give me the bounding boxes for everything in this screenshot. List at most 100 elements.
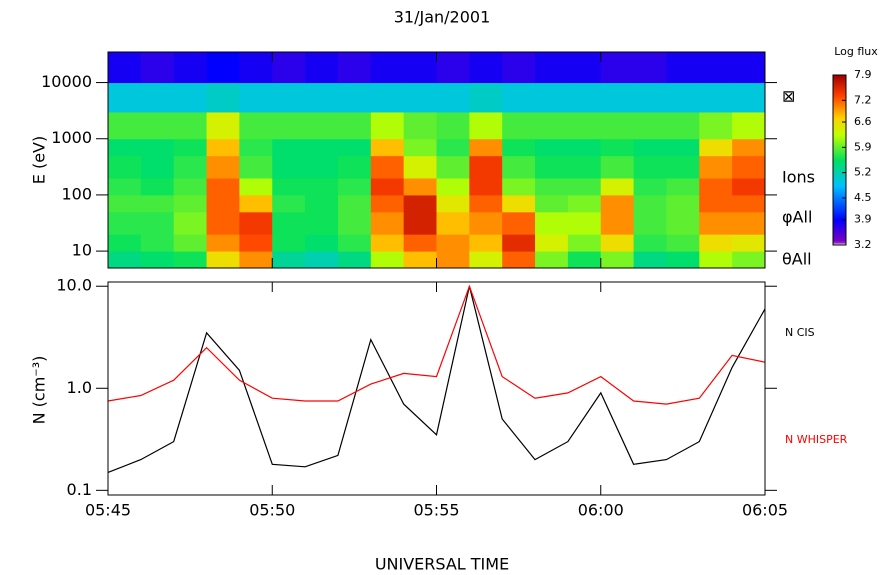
heat-cell [206, 251, 240, 269]
heat-cell [600, 211, 635, 235]
heat-cell [403, 138, 437, 157]
colorbar-swatch [833, 95, 846, 98]
colorbar-swatch [833, 219, 846, 222]
heat-cell [436, 211, 470, 235]
y-tick-label: 0.1 [67, 480, 92, 499]
heat-cell [666, 211, 700, 235]
heat-cell [140, 82, 175, 113]
heat-cell [173, 234, 208, 252]
colorbar-swatch [833, 201, 846, 204]
heat-cell [469, 178, 503, 196]
heat-cell [305, 52, 339, 84]
heat-cell [370, 155, 405, 179]
heat-cell [469, 234, 503, 252]
heat-cell [732, 82, 766, 113]
heat-cell [108, 155, 142, 179]
legend-entry: N WHISPER [785, 433, 848, 446]
heat-cell [567, 52, 602, 84]
heat-cell [535, 155, 569, 179]
heat-cell [403, 194, 437, 213]
colorbar-swatch [833, 145, 846, 148]
colorbar-swatch [833, 79, 846, 82]
colorbar-swatch [833, 243, 846, 246]
heat-cell [403, 52, 437, 84]
heat-cell [535, 251, 569, 269]
y-tick-label: 1000 [51, 128, 92, 147]
heat-cell [272, 52, 306, 84]
heat-cell [403, 251, 437, 269]
colorbar-swatch [833, 101, 846, 104]
heat-cell [666, 138, 700, 157]
heat-cell [140, 211, 175, 235]
heat-cell [633, 155, 667, 179]
colorbar-swatch [833, 97, 846, 100]
heat-cell [567, 178, 602, 196]
colorbar-label: Log flux [834, 45, 878, 58]
y-tick-label: 10.0 [56, 276, 92, 295]
heat-cell [337, 178, 372, 196]
colorbar-swatch [833, 217, 846, 220]
heat-cell [108, 111, 142, 140]
colorbar-swatch [833, 225, 846, 228]
heat-cell [699, 178, 733, 196]
colorbar-swatch [833, 215, 846, 218]
heat-cell [337, 138, 372, 157]
heat-cell [272, 82, 306, 113]
heat-cell [173, 251, 208, 269]
colorbar-swatch [833, 189, 846, 192]
heat-cell [140, 155, 175, 179]
heat-cell [567, 194, 602, 213]
heat-cell [666, 251, 700, 269]
colorbar-swatch [833, 169, 846, 172]
colorbar-swatch [833, 229, 846, 232]
colorbar-swatch [833, 151, 846, 154]
heat-cell [469, 138, 503, 157]
heat-cell [272, 155, 306, 179]
colorbar-swatch [833, 175, 846, 178]
heat-cell [206, 52, 240, 84]
colorbar-swatch [833, 141, 846, 144]
colorbar-swatch [833, 181, 846, 184]
heat-cell [535, 234, 569, 252]
heat-cell [732, 211, 766, 235]
heat-cell [732, 194, 766, 213]
heat-cell [370, 138, 405, 157]
heat-cell [140, 52, 175, 84]
heat-cell [666, 111, 700, 140]
colorbar-swatch [833, 213, 846, 216]
legend-entry: N CIS [785, 326, 815, 339]
colorbar-swatch [833, 183, 846, 186]
heat-cell [337, 194, 372, 213]
heat-cell [173, 138, 208, 157]
heat-cell [140, 111, 175, 140]
heat-cell [633, 178, 667, 196]
colorbar-tick-label: 5.2 [854, 166, 872, 179]
heat-cell [666, 82, 700, 113]
heat-cell [140, 194, 175, 213]
colorbar-swatch [833, 83, 846, 86]
heat-cell [108, 251, 142, 269]
colorbar-swatch [833, 121, 846, 124]
heat-cell [600, 155, 635, 179]
heat-cell [239, 82, 273, 113]
heat-cell [140, 251, 175, 269]
heat-cell [469, 251, 503, 269]
heat-cell [173, 82, 208, 113]
colorbar-swatch [833, 231, 846, 234]
heat-cell [206, 138, 240, 157]
heat-cell [140, 178, 175, 196]
y-tick-label: 1.0 [67, 378, 92, 397]
heat-cell [239, 234, 273, 252]
heat-cell [502, 52, 536, 84]
colorbar-swatch [833, 205, 846, 208]
heat-cell [600, 82, 635, 113]
heat-cell [370, 52, 405, 84]
colorbar-swatch [833, 185, 846, 188]
heat-cell [469, 194, 503, 213]
colorbar-tick-label: 4.5 [854, 191, 872, 204]
colorbar-swatch [833, 207, 846, 210]
heat-cell [732, 178, 766, 196]
colorbar-tick-label: 6.6 [854, 115, 872, 128]
heat-cell [666, 194, 700, 213]
data-line [107, 286, 766, 473]
